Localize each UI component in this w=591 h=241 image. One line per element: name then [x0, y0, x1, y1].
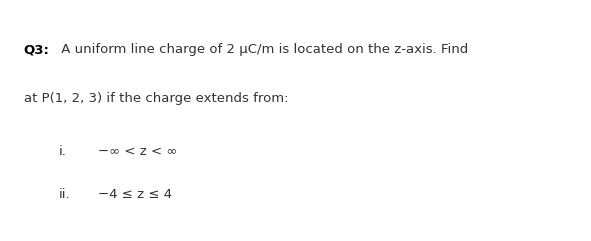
Text: ii.: ii. — [59, 188, 71, 201]
Text: Q3:: Q3: — [24, 43, 50, 56]
Text: Q3:: Q3: — [24, 43, 50, 56]
Text: −∞ < z < ∞: −∞ < z < ∞ — [98, 145, 177, 158]
Text: A uniform line charge of 2 μC/m is located on the z-axis. Find: A uniform line charge of 2 μC/m is locat… — [57, 43, 473, 56]
Text: at P(1, 2, 3) if the charge extends from:: at P(1, 2, 3) if the charge extends from… — [24, 92, 288, 105]
Text: −4 ≤ z ≤ 4: −4 ≤ z ≤ 4 — [98, 188, 171, 201]
Text: i.: i. — [59, 145, 67, 158]
